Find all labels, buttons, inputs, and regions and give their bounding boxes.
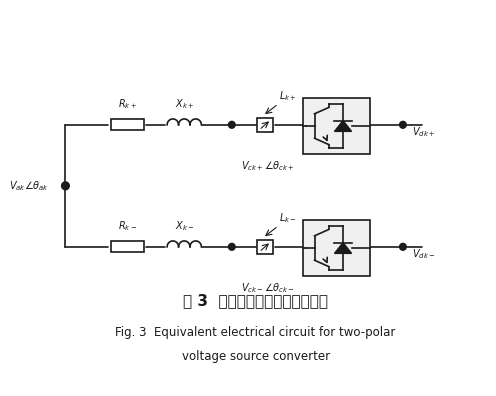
Text: $X_{k-}$: $X_{k-}$ xyxy=(175,219,194,233)
Polygon shape xyxy=(334,121,352,131)
Circle shape xyxy=(62,183,69,189)
Bar xyxy=(257,240,273,254)
Circle shape xyxy=(400,244,406,250)
Bar xyxy=(303,98,370,154)
Text: $R_{k+}$: $R_{k+}$ xyxy=(118,97,137,111)
Text: $V_{dk-}$: $V_{dk-}$ xyxy=(412,247,435,261)
Text: Fig. 3  Equivalent electrical circuit for two-polar: Fig. 3 Equivalent electrical circuit for… xyxy=(116,326,396,339)
Text: $V_{dk+}$: $V_{dk+}$ xyxy=(412,125,435,139)
Bar xyxy=(111,120,144,130)
Bar xyxy=(257,118,273,131)
Text: $L_{k+}$: $L_{k+}$ xyxy=(279,89,297,103)
Text: $V_{ck+}\angle\theta_{ck+}$: $V_{ck+}\angle\theta_{ck+}$ xyxy=(241,159,294,173)
Circle shape xyxy=(229,122,235,128)
Text: $X_{k+}$: $X_{k+}$ xyxy=(175,97,194,111)
Bar xyxy=(303,220,370,276)
Circle shape xyxy=(62,182,69,190)
Text: $R_{k-}$: $R_{k-}$ xyxy=(118,219,137,233)
Circle shape xyxy=(400,122,406,128)
Bar xyxy=(111,242,144,252)
Text: $L_{k-}$: $L_{k-}$ xyxy=(279,211,297,225)
Circle shape xyxy=(229,244,235,250)
Polygon shape xyxy=(334,243,352,253)
Text: $V_{ck-}\angle\theta_{ck-}$: $V_{ck-}\angle\theta_{ck-}$ xyxy=(241,281,294,295)
Text: 图 3  双极电压源换流器等值电路: 图 3 双极电压源换流器等值电路 xyxy=(183,293,328,308)
Text: $V_{ak}\angle\theta_{ak}$: $V_{ak}\angle\theta_{ak}$ xyxy=(9,179,49,193)
Text: voltage source converter: voltage source converter xyxy=(182,350,330,363)
